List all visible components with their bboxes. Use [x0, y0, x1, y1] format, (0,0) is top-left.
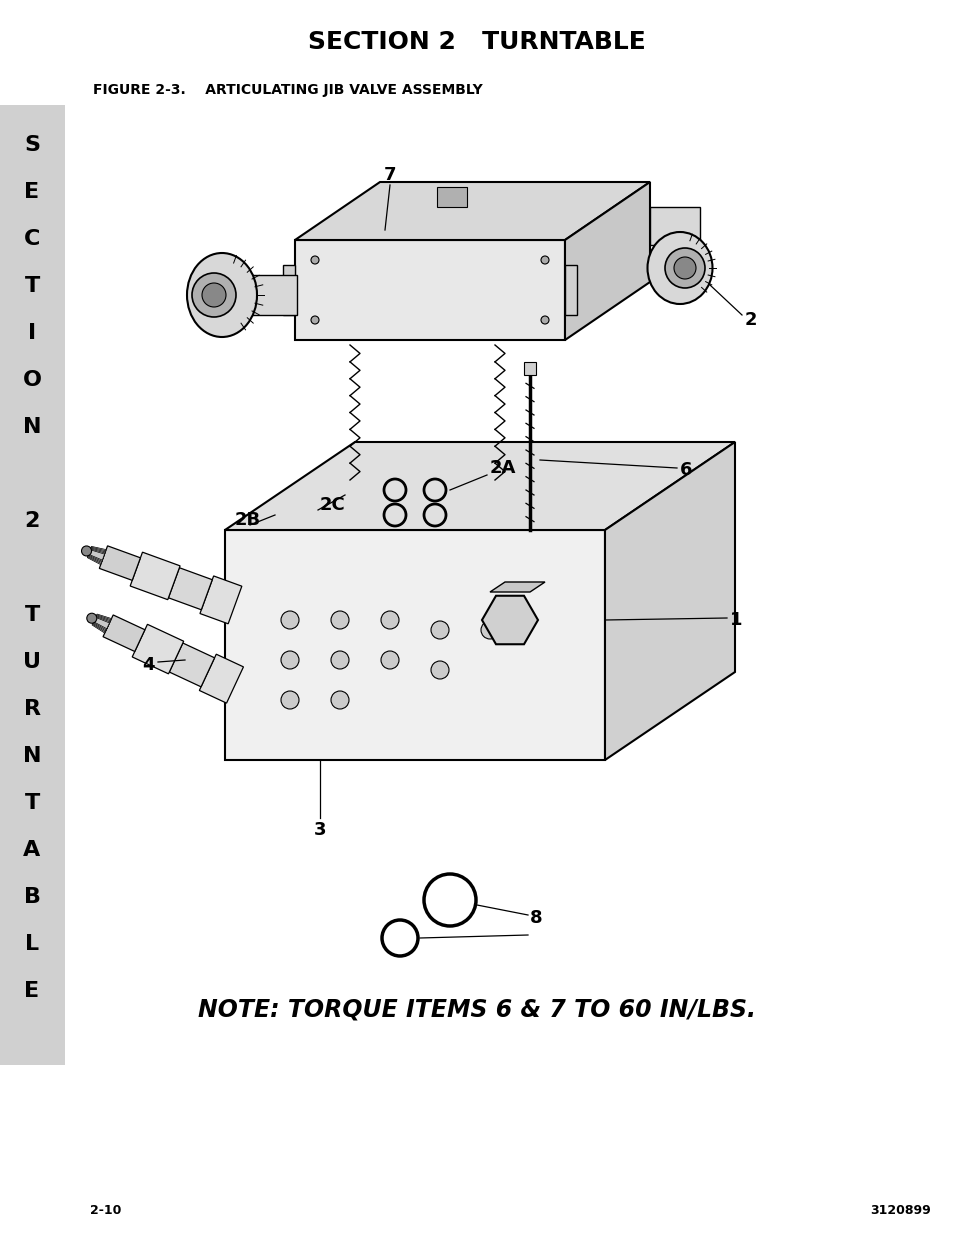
Circle shape — [311, 316, 318, 324]
Text: 2: 2 — [744, 311, 757, 329]
Circle shape — [431, 661, 449, 679]
Text: N: N — [23, 417, 41, 437]
Polygon shape — [225, 442, 734, 530]
Text: 3120899: 3120899 — [869, 1203, 930, 1216]
Polygon shape — [523, 362, 536, 375]
Polygon shape — [564, 266, 577, 315]
Polygon shape — [88, 546, 106, 564]
Text: A: A — [24, 840, 41, 860]
Circle shape — [380, 611, 398, 629]
Polygon shape — [88, 548, 105, 561]
Circle shape — [331, 692, 349, 709]
FancyBboxPatch shape — [0, 105, 65, 1065]
Text: L: L — [25, 934, 39, 953]
Polygon shape — [481, 595, 537, 645]
Text: T: T — [25, 275, 40, 296]
Text: B: B — [24, 887, 40, 906]
Text: NOTE: TORQUE ITEMS 6 & 7 TO 60 IN/LBS.: NOTE: TORQUE ITEMS 6 & 7 TO 60 IN/LBS. — [198, 998, 755, 1023]
Text: I: I — [28, 324, 36, 343]
Circle shape — [380, 651, 398, 669]
Text: U: U — [23, 652, 41, 672]
Text: SECTION 2   TURNTABLE: SECTION 2 TURNTABLE — [308, 30, 645, 54]
Circle shape — [480, 621, 498, 638]
Text: O: O — [23, 370, 42, 390]
Text: 1: 1 — [729, 611, 741, 629]
Ellipse shape — [647, 232, 712, 304]
Polygon shape — [225, 530, 604, 760]
FancyBboxPatch shape — [649, 207, 700, 245]
Text: R: R — [24, 699, 40, 719]
Text: T: T — [25, 605, 40, 625]
Text: 2-10: 2-10 — [90, 1203, 121, 1216]
Circle shape — [192, 273, 235, 317]
Polygon shape — [132, 625, 184, 674]
Polygon shape — [200, 576, 242, 624]
Text: 3: 3 — [314, 821, 326, 839]
Polygon shape — [169, 643, 214, 687]
Circle shape — [664, 248, 704, 288]
Text: 6: 6 — [679, 461, 692, 479]
Circle shape — [311, 256, 318, 264]
Polygon shape — [103, 615, 145, 652]
Polygon shape — [169, 568, 213, 610]
Text: T: T — [25, 793, 40, 813]
Text: E: E — [25, 182, 39, 203]
Text: N: N — [23, 746, 41, 766]
FancyBboxPatch shape — [242, 275, 296, 315]
Polygon shape — [294, 182, 649, 240]
Text: 2B: 2B — [234, 511, 261, 529]
Polygon shape — [564, 182, 649, 340]
Polygon shape — [92, 615, 111, 632]
Polygon shape — [89, 550, 105, 561]
Circle shape — [540, 316, 548, 324]
Circle shape — [202, 283, 226, 308]
Polygon shape — [88, 547, 106, 563]
Polygon shape — [604, 442, 734, 760]
Circle shape — [281, 692, 298, 709]
Polygon shape — [99, 546, 140, 580]
Text: 4: 4 — [142, 656, 154, 674]
Circle shape — [81, 546, 91, 556]
Polygon shape — [91, 614, 112, 634]
Ellipse shape — [187, 253, 256, 337]
Text: 2A: 2A — [490, 459, 516, 477]
Polygon shape — [283, 266, 294, 315]
Polygon shape — [199, 655, 243, 703]
Text: E: E — [25, 981, 39, 1002]
Circle shape — [281, 651, 298, 669]
Polygon shape — [88, 548, 105, 562]
Text: 2C: 2C — [319, 496, 345, 514]
Circle shape — [87, 614, 96, 624]
Text: 2: 2 — [24, 511, 40, 531]
Polygon shape — [93, 618, 110, 629]
Text: C: C — [24, 228, 40, 249]
Polygon shape — [436, 186, 467, 207]
Polygon shape — [490, 582, 544, 592]
Polygon shape — [294, 240, 564, 340]
Polygon shape — [93, 616, 110, 630]
Circle shape — [540, 256, 548, 264]
Text: 7: 7 — [383, 165, 395, 184]
Polygon shape — [130, 552, 180, 600]
Polygon shape — [92, 616, 111, 631]
Circle shape — [331, 651, 349, 669]
Circle shape — [331, 611, 349, 629]
Circle shape — [281, 611, 298, 629]
Text: S: S — [24, 135, 40, 156]
Text: 8: 8 — [530, 909, 542, 927]
Text: FIGURE 2-3.    ARTICULATING JIB VALVE ASSEMBLY: FIGURE 2-3. ARTICULATING JIB VALVE ASSEM… — [92, 83, 482, 98]
Circle shape — [431, 621, 449, 638]
Circle shape — [673, 257, 696, 279]
